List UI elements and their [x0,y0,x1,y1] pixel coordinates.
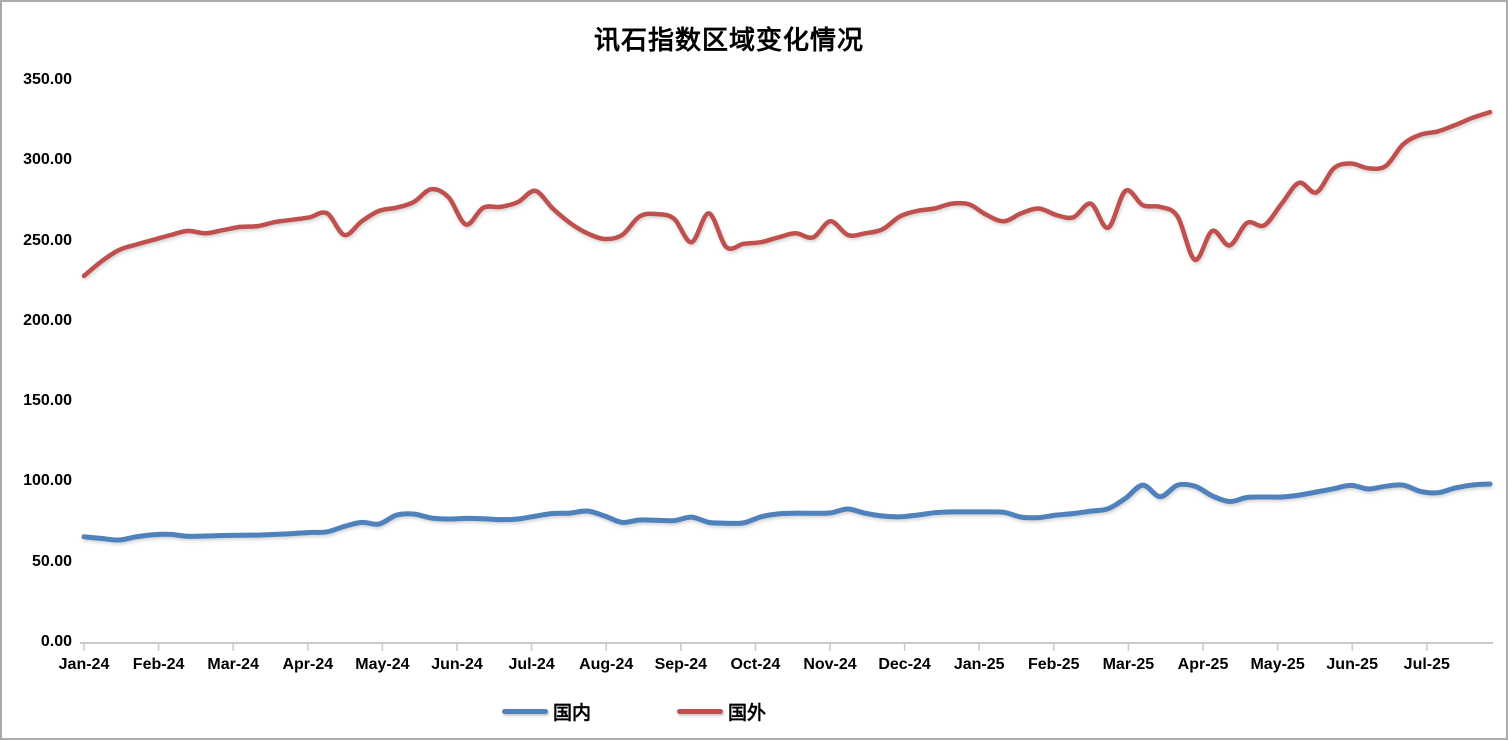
x-axis-label: Nov-24 [803,656,857,673]
legend-item-foreign: 国外 [677,698,766,725]
y-axis-label: 200.00 [23,311,72,329]
x-axis [80,642,1493,651]
x-axis-label: Aug-24 [579,656,634,673]
y-axis-label: 150.00 [23,392,72,410]
foreign-series-line [81,109,1493,279]
y-axis-label: 50.00 [31,552,72,570]
y-axis-label: 300.00 [23,151,72,169]
x-axis-label: Jan-25 [953,656,1005,673]
x-axis-label: Feb-25 [1028,656,1080,673]
chart-title: 讯石指数区域变化情况 [593,26,864,55]
x-axis-label: Sep-24 [654,656,708,673]
y-axis-label: 350.00 [23,71,72,88]
legend-label-foreign: 国外 [728,703,767,724]
x-axis-label: May-25 [1250,656,1305,673]
x-axis-label: Jan-24 [58,656,110,673]
x-axis-label: Jun-24 [431,656,483,673]
x-axis-label: Feb-24 [132,656,185,673]
x-axis-label: Jun-25 [1326,656,1378,673]
domestic-line-swatch [502,709,548,714]
legend: 国内 国外 [502,698,766,725]
y-axis-label: 0.00 [40,633,72,650]
x-axis-label: Mar-24 [207,656,259,673]
y-axis-label: 100.00 [23,472,72,490]
x-axis-label: Apr-25 [1177,656,1229,673]
legend-item-domestic: 国内 [502,698,591,725]
x-axis-label: Oct-24 [730,656,781,673]
y-axis-label: 250.00 [23,231,72,249]
x-axis-label: May-24 [355,656,410,673]
x-axis-label: Dec-24 [878,656,931,673]
x-axis-label: Apr-24 [282,656,334,673]
x-axis-label: Jul-24 [508,656,555,673]
legend-label-domestic: 国内 [553,703,592,724]
domestic-series-line [81,481,1493,543]
x-axis-label: Jul-25 [1403,656,1450,673]
foreign-line-swatch [677,709,724,714]
x-axis-label: Mar-25 [1102,656,1155,673]
